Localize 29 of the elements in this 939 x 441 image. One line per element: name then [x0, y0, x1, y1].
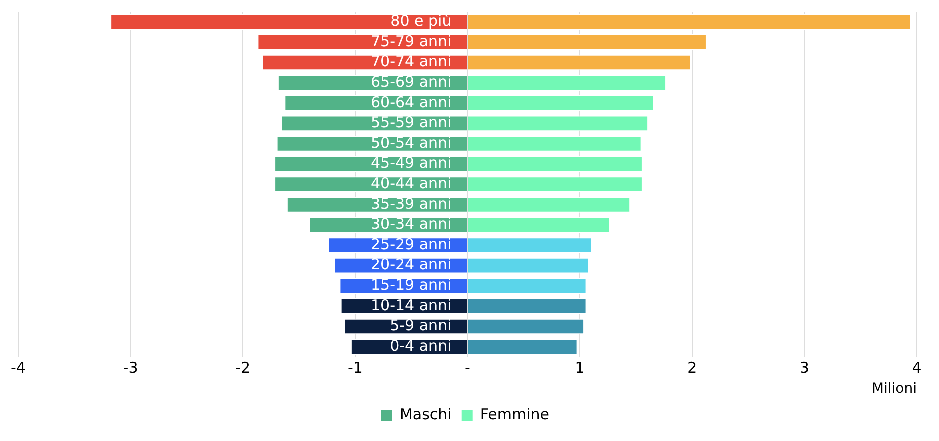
y-tick-label: 10-14 anni — [371, 296, 452, 314]
x-axis-title: Milioni — [872, 381, 917, 398]
x-tick-label: 1 — [575, 359, 585, 378]
y-tick-label: 35-39 anni — [371, 194, 452, 213]
y-tick-label: 45-49 anni — [371, 154, 452, 172]
x-tick-label: -3 — [123, 359, 138, 378]
y-tick-label: 80 e più — [390, 12, 452, 30]
legend-label: Femmine — [480, 405, 550, 424]
x-tick-label: -2 — [236, 359, 251, 378]
y-tick-label: 30-34 anni — [371, 215, 452, 234]
y-tick-label: 55-59 anni — [371, 114, 452, 132]
y-tick-label: 60-64 anni — [371, 93, 452, 112]
y-tick-label: 20-24 anni — [371, 256, 452, 274]
y-tick-label: 65-69 anni — [371, 72, 452, 91]
x-tick-label: 3 — [800, 359, 810, 378]
y-tick-label: 75-79 anni — [371, 32, 452, 50]
y-tick-label: 0-4 anni — [390, 336, 452, 355]
y-tick-label: 15-19 anni — [371, 276, 452, 294]
y-tick-label: 40-44 anni — [371, 174, 452, 192]
x-tick-label: - — [465, 359, 470, 378]
x-tick-label: 4 — [912, 359, 922, 378]
x-tick-label: -1 — [348, 359, 363, 378]
y-tick-label: 5-9 anni — [390, 316, 452, 335]
x-tick-label: 2 — [688, 359, 698, 378]
y-tick-label: 70-74 anni — [371, 52, 452, 71]
legend-label: Maschi — [400, 405, 452, 424]
x-tick-label: -4 — [10, 359, 26, 378]
y-tick-label: 25-29 anni — [371, 235, 452, 254]
y-tick-label: 50-54 anni — [371, 134, 452, 152]
